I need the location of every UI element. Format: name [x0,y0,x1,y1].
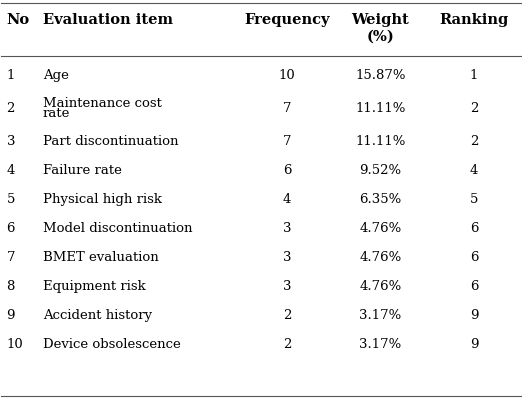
Text: 4: 4 [7,164,15,177]
Text: 2: 2 [7,102,15,115]
Text: 4.76%: 4.76% [359,251,401,264]
Text: 8: 8 [7,280,15,293]
Text: 11.11%: 11.11% [355,102,406,115]
Text: 3: 3 [283,280,291,293]
Text: 7: 7 [7,251,15,264]
Text: 4.76%: 4.76% [359,280,401,293]
Text: Device obsolescence: Device obsolescence [43,338,181,351]
Text: 3: 3 [7,135,15,148]
Text: 1: 1 [470,69,478,82]
Text: Age: Age [43,69,69,82]
Text: 6: 6 [470,280,478,293]
Text: 4: 4 [470,164,478,177]
Text: Evaluation item: Evaluation item [43,13,173,28]
Text: 1: 1 [7,69,15,82]
Text: Model discontinuation: Model discontinuation [43,222,193,235]
Text: Failure rate: Failure rate [43,164,122,177]
Text: 2: 2 [283,309,291,322]
Text: 7: 7 [283,102,291,115]
Text: 2: 2 [283,338,291,351]
Text: 9: 9 [470,338,478,351]
Text: 11.11%: 11.11% [355,135,406,148]
Text: 15.87%: 15.87% [355,69,406,82]
Text: BMET evaluation: BMET evaluation [43,251,159,264]
Text: 2: 2 [470,102,478,115]
Text: 9.52%: 9.52% [359,164,401,177]
Text: 3.17%: 3.17% [359,309,401,322]
Text: 3: 3 [283,251,291,264]
Text: 4: 4 [283,193,291,206]
Text: 10: 10 [7,338,23,351]
Text: 9: 9 [470,309,478,322]
Text: 5: 5 [470,193,478,206]
Text: 6: 6 [470,222,478,235]
Text: Frequency: Frequency [244,13,330,28]
Text: 6: 6 [470,251,478,264]
Text: Equipment risk: Equipment risk [43,280,146,293]
Text: Ranking: Ranking [439,13,508,28]
Text: Maintenance cost: Maintenance cost [43,97,162,110]
Text: 6: 6 [7,222,15,235]
Text: Physical high risk: Physical high risk [43,193,162,206]
Text: 4.76%: 4.76% [359,222,401,235]
Text: No: No [7,13,30,28]
Text: 6.35%: 6.35% [359,193,401,206]
Text: rate: rate [43,107,70,120]
Text: Weight
(%): Weight (%) [351,13,409,44]
Text: 2: 2 [470,135,478,148]
Text: 9: 9 [7,309,15,322]
Text: 5: 5 [7,193,15,206]
Text: 7: 7 [283,135,291,148]
Text: 10: 10 [279,69,295,82]
Text: 3: 3 [283,222,291,235]
Text: 3.17%: 3.17% [359,338,401,351]
Text: Accident history: Accident history [43,309,152,322]
Text: Part discontinuation: Part discontinuation [43,135,179,148]
Text: 6: 6 [283,164,291,177]
